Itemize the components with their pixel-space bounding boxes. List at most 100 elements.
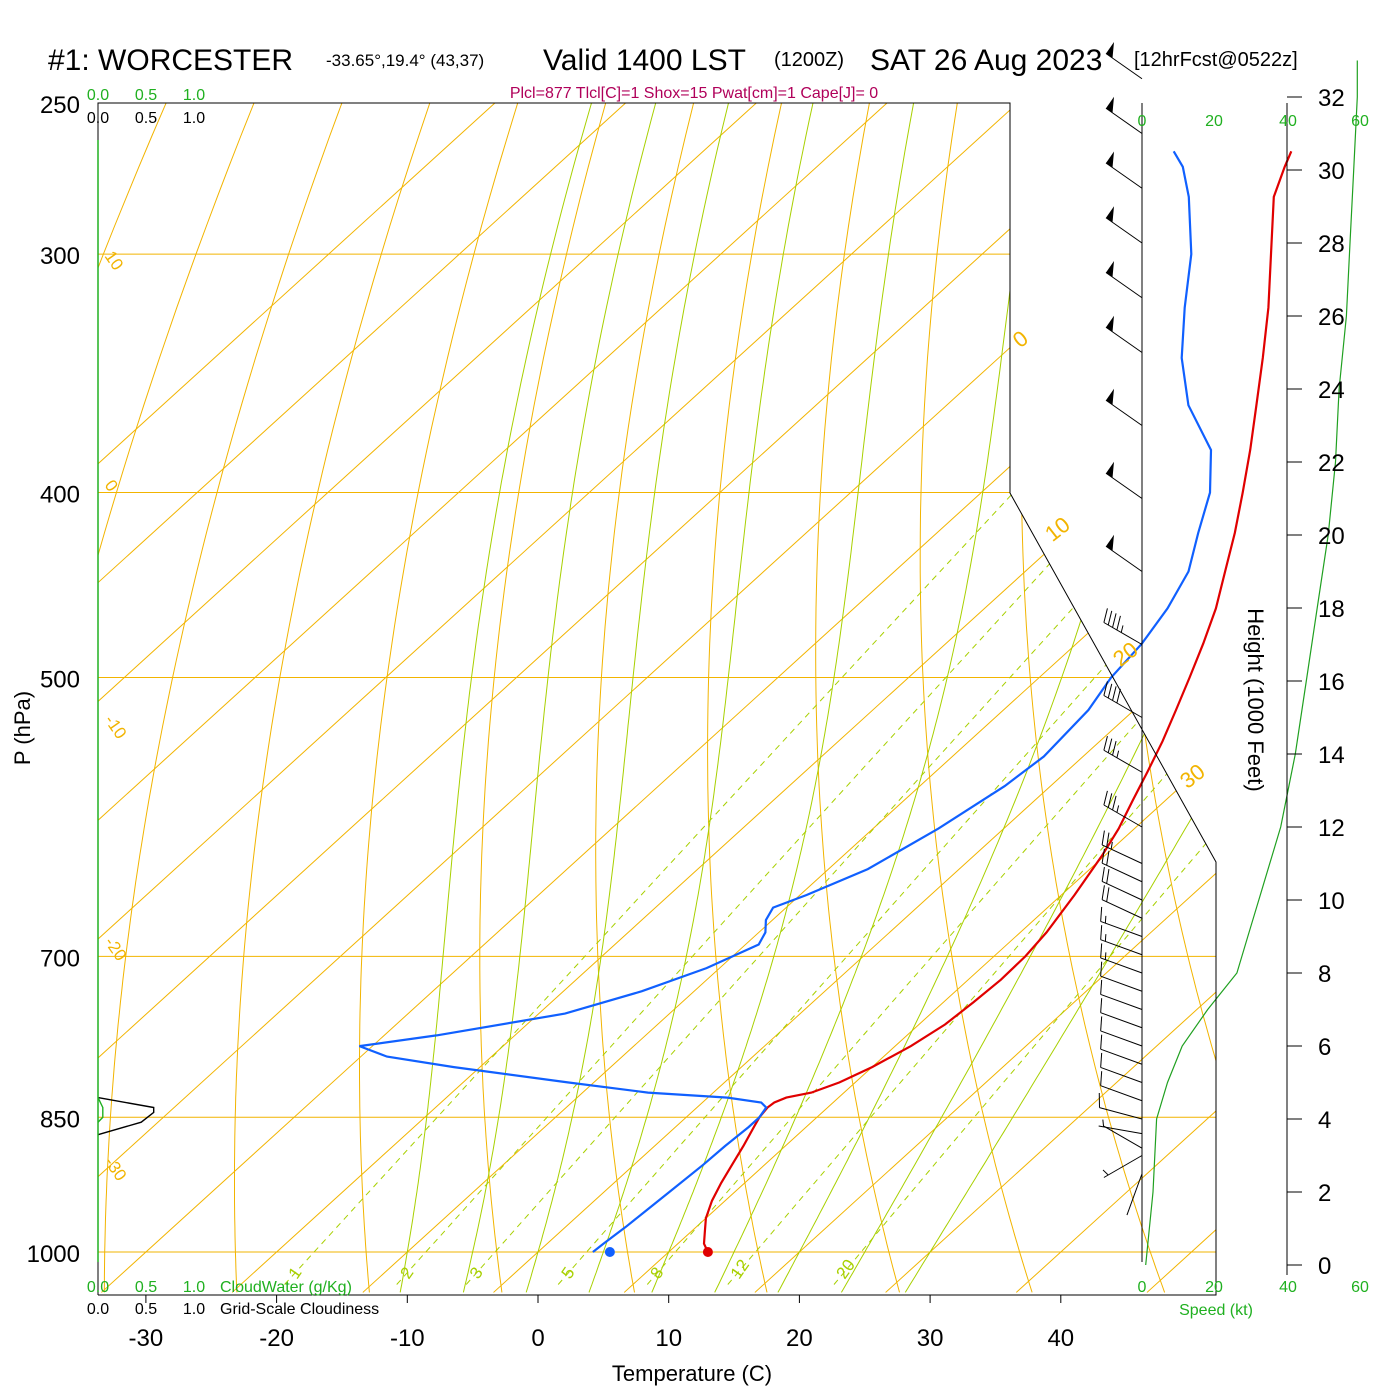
moist-adiabat-line xyxy=(588,103,814,1293)
wind-barb-staff xyxy=(1103,749,1143,773)
pressure-tick-label: 250 xyxy=(40,92,80,119)
wind-barb-feather xyxy=(1106,850,1110,866)
wind-barb-pennant xyxy=(1106,315,1114,332)
isotherm-line xyxy=(98,103,925,1293)
isotherm-label: 10 xyxy=(1040,512,1075,547)
wind-barb-feather xyxy=(1112,686,1117,701)
wind-barb-staff xyxy=(1101,880,1143,901)
isotherm-line xyxy=(98,103,664,1293)
wind-barb xyxy=(1105,315,1143,353)
mixing-ratio-line xyxy=(284,492,1014,1285)
isotherm-line xyxy=(98,103,533,1293)
wind-barb xyxy=(1100,961,1143,992)
wind-barb-feather xyxy=(1103,736,1108,751)
speed-tick-top: 40 xyxy=(1279,113,1297,130)
wind-barb-pennant xyxy=(1106,388,1114,405)
wind-barb-feather xyxy=(1116,688,1121,704)
height-tick-label: 26 xyxy=(1318,304,1345,331)
isotherm-label: 0 xyxy=(1008,325,1033,352)
cloudwater-tick-top: 0.0 xyxy=(87,87,109,104)
wind-barb-staff xyxy=(1099,1107,1143,1120)
wind-barb-half-feather xyxy=(1116,805,1120,813)
height-tick-label: 18 xyxy=(1318,596,1345,623)
wind-barb-pennant xyxy=(1106,206,1114,223)
surface-dewpoint-dot xyxy=(604,1247,615,1257)
wind-barb xyxy=(1103,736,1143,773)
mixing-ratio-label: 2 xyxy=(396,1264,417,1283)
wind-barb xyxy=(1103,681,1143,718)
wind-barb-staff xyxy=(1100,1030,1143,1047)
dry-adiabat-line xyxy=(1214,103,1216,1293)
wind-barb-pennant xyxy=(1106,261,1114,278)
wind-barb xyxy=(1105,206,1143,244)
isotherm-line xyxy=(362,103,1216,1293)
isotherm-label: 30 xyxy=(1175,759,1210,794)
wind-barb xyxy=(1100,925,1143,956)
wind-barb-half-feather xyxy=(1102,1119,1105,1127)
title-forecast: [12hrFcst@0522z] xyxy=(1134,49,1298,71)
dry-adiabat-line xyxy=(595,103,703,1293)
wind-barb xyxy=(1105,42,1143,80)
cloudwater-axis-label: CloudWater (g/Kg) xyxy=(220,1279,352,1296)
moist-adiabat-line xyxy=(904,103,1216,1293)
wind-barb xyxy=(1103,1125,1143,1149)
moist-adiabat-line xyxy=(525,103,729,1293)
mixing-ratio-line xyxy=(727,492,1216,1285)
wind-barb xyxy=(1100,1052,1143,1083)
wind-barb xyxy=(1105,261,1143,299)
x-axis-label: Temperature (C) xyxy=(612,1361,772,1386)
cloudiness-tick-top: 0.5 xyxy=(135,110,157,127)
speed-tick-top: 60 xyxy=(1351,113,1369,130)
cloudiness-profile xyxy=(97,1096,155,1136)
wind-barb-staff xyxy=(1100,957,1143,974)
dry-adiabat-line xyxy=(359,103,529,1293)
pressure-tick-label: 500 xyxy=(40,667,80,694)
height-tick-label: 6 xyxy=(1318,1034,1331,1061)
cloudwater-tick-bottom: 0.5 xyxy=(135,1279,157,1296)
dry-adiabat-line xyxy=(919,103,1033,1293)
wind-barb-half-feather xyxy=(1110,841,1113,850)
x-tick-label: 20 xyxy=(786,1325,813,1352)
wind-barb xyxy=(1100,943,1143,974)
x-tick-label: 10 xyxy=(655,1325,682,1352)
wind-barb-feather xyxy=(1103,681,1108,696)
wind-barb-half-feather xyxy=(1120,625,1124,633)
title-station: #1: WORCESTER xyxy=(48,44,293,77)
cloudwater-tick-bottom: 1.0 xyxy=(183,1279,205,1296)
dry-adiabat-line xyxy=(815,103,900,1293)
wind-barb-pennant xyxy=(1106,151,1114,168)
wind-barb-staff xyxy=(1098,1125,1143,1135)
wind-barb xyxy=(1101,885,1143,919)
wind-barb xyxy=(1101,866,1143,901)
height-tick-label: 14 xyxy=(1318,742,1345,769)
wind-barb-feather xyxy=(1112,741,1117,756)
wind-barb-feather xyxy=(1106,832,1110,848)
wind-barb-staff xyxy=(1126,1173,1143,1216)
wind-barb-staff xyxy=(1100,1012,1143,1029)
wind-barb xyxy=(1100,1071,1143,1102)
speed-tick-top: 0 xyxy=(1138,113,1147,130)
isotherm-line xyxy=(101,103,1216,1293)
wind-barb-feather xyxy=(1100,1071,1103,1086)
wind-barb-pennant xyxy=(1106,96,1114,113)
wind-barb-feather xyxy=(1100,925,1103,940)
speed-tick-bottom: 0 xyxy=(1138,1279,1147,1296)
title-valid: Valid 1400 LST xyxy=(543,44,746,77)
dry-adiabat-label: -10 xyxy=(101,711,131,742)
wind-barb-half-feather xyxy=(1104,934,1107,942)
mixing-ratio-line xyxy=(833,492,1216,1285)
pressure-tick-label: 300 xyxy=(40,243,80,270)
x-tick-label: -30 xyxy=(129,1325,164,1352)
wind-barb-feather xyxy=(1116,615,1121,631)
params-line: Plcl=877 Tlcl[C]=1 Shox=15 Pwat[cm]=1 Ca… xyxy=(510,85,878,102)
wind-barb-staff xyxy=(1105,272,1143,299)
cloudwater-tick-top: 0.5 xyxy=(135,87,157,104)
height-tick-label: 32 xyxy=(1318,85,1345,112)
wind-barb-feather xyxy=(1100,906,1103,922)
height-tick-label: 24 xyxy=(1318,377,1345,404)
wind-barb xyxy=(1100,1034,1143,1065)
speed-tick-bottom: 40 xyxy=(1279,1279,1297,1296)
pressure-tick-label: 400 xyxy=(40,482,80,509)
wind-barb-staff xyxy=(1100,939,1143,956)
